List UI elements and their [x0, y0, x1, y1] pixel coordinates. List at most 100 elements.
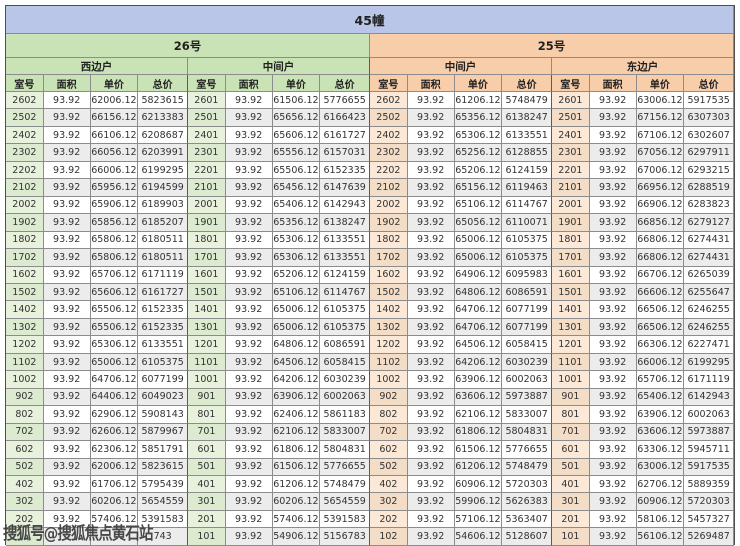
- area-cell: 93.92: [589, 475, 637, 494]
- room-number-cell: 1302: [370, 318, 408, 337]
- room-number-cell: 1601: [552, 266, 590, 284]
- area-cell: 93.92: [407, 92, 455, 110]
- unit-price-cell: 66806.12: [636, 231, 685, 250]
- unit-price-cell: 64806.12: [454, 283, 503, 302]
- col-header-total-price: 总价: [684, 75, 734, 92]
- unit-price-cell: 62306.12: [90, 441, 139, 459]
- total-price-cell: 5748479: [320, 475, 370, 494]
- col-header-unit-price: 单价: [636, 75, 685, 92]
- room-number-cell: 2302: [6, 144, 44, 162]
- area-cell: 93.92: [589, 214, 637, 232]
- area-cell: 93.92: [43, 109, 91, 127]
- room-number-cell: 1302: [6, 318, 44, 337]
- total-price-cell: 6105375: [320, 318, 370, 337]
- area-cell: 93.92: [407, 249, 455, 267]
- total-price-cell: 6105375: [138, 353, 188, 372]
- room-number-cell: 701: [552, 423, 590, 442]
- room-number-cell: 1701: [552, 249, 590, 267]
- section-header-middle-26: 中间户: [188, 58, 370, 75]
- unit-price-cell: 65706.12: [636, 371, 685, 389]
- total-price-cell: 6255647: [684, 283, 734, 302]
- total-price-cell: 6110071: [502, 214, 552, 232]
- area-cell: 93.92: [225, 388, 273, 407]
- area-cell: 93.92: [589, 318, 637, 337]
- area-cell: 93.92: [589, 109, 637, 127]
- area-cell: 93.92: [43, 179, 91, 197]
- total-price-cell: 6274431: [684, 249, 734, 267]
- total-price-cell: 6133551: [320, 231, 370, 250]
- total-price-cell: 5748479: [502, 458, 552, 476]
- area-cell: 93.92: [225, 214, 273, 232]
- unit-price-cell: 64706.12: [454, 301, 503, 319]
- unit-price-cell: 66606.12: [636, 283, 685, 302]
- room-number-cell: 1702: [370, 249, 408, 267]
- unit-price-cell: 67106.12: [636, 126, 685, 145]
- area-cell: 93.92: [43, 266, 91, 284]
- total-price-cell: 5626383: [502, 493, 552, 511]
- total-price-cell: 5363407: [502, 510, 552, 529]
- unit-price-cell: 65106.12: [454, 196, 503, 215]
- total-price-cell: 5720303: [502, 475, 552, 494]
- area-cell: 93.92: [225, 161, 273, 180]
- area-cell: 93.92: [407, 353, 455, 372]
- total-price-cell: 6002063: [502, 371, 552, 389]
- total-price-cell: 6095983: [502, 266, 552, 284]
- unit-price-cell: 61506.12: [454, 441, 503, 459]
- room-number-cell: 2102: [370, 179, 408, 197]
- total-price-cell: 6293215: [684, 161, 734, 180]
- room-number-cell: 1901: [552, 214, 590, 232]
- total-price-cell: 6274431: [684, 231, 734, 250]
- area-cell: 93.92: [43, 353, 91, 372]
- unit-price-cell: 62006.12: [90, 458, 139, 476]
- area-cell: 93.92: [407, 336, 455, 354]
- unit-price-cell: 65556.12: [272, 144, 321, 162]
- room-number-cell: 1401: [552, 301, 590, 319]
- area-cell: 93.92: [589, 441, 637, 459]
- room-number-cell: 601: [552, 441, 590, 459]
- unit-price-cell: 66706.12: [636, 266, 685, 284]
- unit-price-cell: 61206.12: [272, 475, 321, 494]
- room-number-cell: 1201: [552, 336, 590, 354]
- area-cell: 93.92: [43, 336, 91, 354]
- col-header-unit-price: 单价: [272, 75, 321, 92]
- total-price-cell: 6030239: [320, 371, 370, 389]
- area-cell: 93.92: [43, 301, 91, 319]
- unit-price-cell: 65806.12: [90, 231, 139, 250]
- col-header-total-price: 总价: [138, 75, 188, 92]
- col-header-room: 室号: [6, 75, 44, 92]
- total-price-cell: 6138247: [502, 109, 552, 127]
- unit-price-cell: 65506.12: [90, 318, 139, 337]
- room-number-cell: 302: [370, 493, 408, 511]
- total-price-cell: 6302607: [684, 126, 734, 145]
- total-price-cell: 6208687: [138, 126, 188, 145]
- room-number-cell: 101: [552, 528, 590, 546]
- unit-price-cell: 66306.12: [636, 336, 685, 354]
- room-number-cell: 1902: [370, 214, 408, 232]
- area-cell: 93.92: [589, 336, 637, 354]
- unit-price-cell: 65256.12: [454, 144, 503, 162]
- room-number-cell: 902: [6, 388, 44, 407]
- unit-price-cell: 65206.12: [272, 266, 321, 284]
- building-banner: 45幢: [6, 6, 734, 34]
- room-number-cell: 1602: [6, 266, 44, 284]
- room-number-cell: 2402: [370, 126, 408, 145]
- total-price-cell: 6105375: [502, 231, 552, 250]
- room-number-cell: 1002: [370, 371, 408, 389]
- unit-price-cell: 64706.12: [454, 318, 503, 337]
- total-price-cell: 6152335: [138, 318, 188, 337]
- room-number-cell: 1801: [188, 231, 226, 250]
- unit-price-cell: 65056.12: [454, 214, 503, 232]
- room-number-cell: 902: [370, 388, 408, 407]
- unit-price-cell: 61206.12: [454, 458, 503, 476]
- room-number-cell: 1002: [6, 371, 44, 389]
- room-number-cell: 502: [6, 458, 44, 476]
- total-price-cell: 5269487: [684, 528, 734, 546]
- unit-price-cell: 66006.12: [90, 161, 139, 180]
- room-number-cell: 201: [552, 510, 590, 529]
- total-price-cell: 6002063: [684, 406, 734, 424]
- unit-price-cell: 62706.12: [636, 475, 685, 494]
- area-cell: 93.92: [407, 231, 455, 250]
- total-price-cell: 5748479: [502, 92, 552, 110]
- area-cell: 93.92: [407, 144, 455, 162]
- unit-price-cell: 60206.12: [272, 493, 321, 511]
